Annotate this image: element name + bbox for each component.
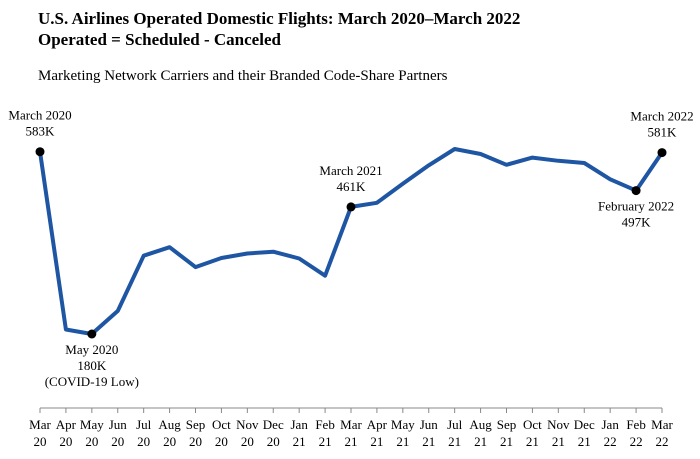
x-tick-label-month: Apr [367,417,388,432]
chart-subtitle: Marketing Network Carriers and their Bra… [38,68,448,84]
x-tick-label-month: Mar [651,417,673,432]
x-tick-label-month: Feb [626,417,646,432]
x-tick-label-month: Jul [136,417,152,432]
x-tick-label-month: Nov [547,417,570,432]
x-tick-label-year: 21 [422,434,435,449]
x-tick-label-year: 21 [293,434,306,449]
x-tick-label-year: 22 [604,434,617,449]
data-label: 497K [622,215,652,230]
data-label: May 2020 [65,342,118,357]
x-tick-label-year: 22 [656,434,669,449]
x-tick-label-month: Sep [497,417,517,432]
x-tick-label-month: Jul [447,417,463,432]
data-label: 461K [337,179,367,194]
x-tick-label-year: 20 [215,434,228,449]
data-label: March 2021 [319,163,382,178]
chart-title-line2: Operated = Scheduled - Canceled [38,30,281,49]
x-tick-label-month: Aug [158,417,181,432]
x-tick-label-year: 21 [552,434,565,449]
x-tick-label-year: 21 [396,434,409,449]
data-label: February 2022 [598,199,674,214]
chart-title: U.S. Airlines Operated Domestic Flights:… [38,9,521,28]
data-point-marker [87,329,97,339]
x-tick-label-year: 21 [319,434,332,449]
x-tick-label-month: Dec [263,417,284,432]
x-tick-label-year: 20 [59,434,72,449]
x-tick-label-year: 21 [526,434,539,449]
x-tick-label-month: Aug [469,417,492,432]
title-block: U.S. Airlines Operated Domestic Flights:… [38,8,520,50]
x-tick-label-month: Oct [212,417,231,432]
x-tick-label-year: 21 [474,434,487,449]
x-tick-label-year: 22 [630,434,643,449]
x-tick-label-year: 20 [137,434,150,449]
data-label: 180K [77,358,107,373]
x-tick-label-year: 21 [345,434,358,449]
x-tick-label-month: Nov [236,417,259,432]
x-tick-label-month: Apr [56,417,77,432]
data-label: March 2020 [8,108,71,123]
x-tick-label-year: 20 [111,434,124,449]
data-label: 583K [26,124,56,139]
x-tick-label-year: 21 [370,434,383,449]
data-point-marker [631,186,641,196]
x-tick-label-year: 20 [85,434,98,449]
x-tick-label-month: Mar [340,417,362,432]
x-tick-label-month: Feb [315,417,335,432]
x-tick-label-month: Jun [109,417,128,432]
x-tick-label-month: Jan [601,417,619,432]
x-tick-label-month: May [391,417,415,432]
x-tick-label-year: 20 [163,434,176,449]
x-tick-label-year: 20 [34,434,47,449]
x-tick-label-year: 20 [267,434,280,449]
x-tick-label-month: Dec [574,417,595,432]
x-tick-label-month: Jan [290,417,308,432]
x-tick-label-year: 21 [578,434,591,449]
x-tick-label-month: Sep [186,417,206,432]
x-tick-label-year: 21 [500,434,513,449]
data-label: (COVID-19 Low) [45,374,139,389]
data-point-marker [346,202,356,212]
x-tick-label-month: Jun [420,417,439,432]
x-tick-label-year: 20 [241,434,254,449]
x-tick-label-year: 21 [448,434,461,449]
x-tick-label-year: 20 [189,434,202,449]
x-tick-label-month: May [80,417,104,432]
data-label: March 2022 [630,109,693,124]
x-tick-label-month: Mar [29,417,51,432]
data-point-marker [35,147,45,157]
x-tick-label-month: Oct [523,417,542,432]
data-label: 581K [648,125,678,140]
data-point-marker [657,148,667,158]
